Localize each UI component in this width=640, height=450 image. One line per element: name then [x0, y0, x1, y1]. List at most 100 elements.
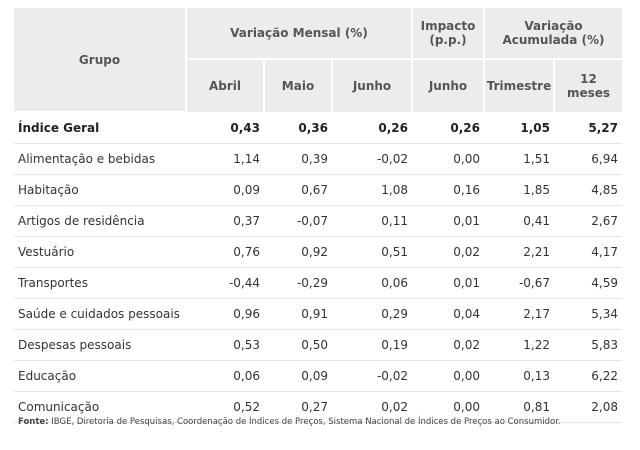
- row-value: -0,02: [332, 143, 412, 175]
- row-value: -0,44: [186, 267, 264, 299]
- row-value: 0,37: [186, 205, 264, 237]
- row-value: 0,02: [412, 329, 484, 361]
- subheader-junho: Junho: [332, 59, 413, 112]
- row-value: -0,02: [332, 360, 412, 392]
- header-variacao-acumulada-text: Variação Acumulada (%): [502, 19, 605, 47]
- row-value: 0,36: [264, 112, 332, 144]
- row-value: 5,83: [554, 329, 622, 361]
- row-value: 0,53: [186, 329, 264, 361]
- row-value: 4,59: [554, 267, 622, 299]
- subheader-abril: Abril: [186, 59, 265, 112]
- row-value: 0,43: [186, 112, 264, 144]
- row-value: 2,67: [554, 205, 622, 237]
- row-group-name: Transportes: [14, 267, 186, 299]
- row-value: 0,51: [332, 236, 412, 268]
- table-row: Índice Geral 0,43 0,36 0,26 0,26 1,05 5,27: [14, 112, 622, 144]
- row-value: 0,27: [264, 391, 332, 423]
- row-value: 0,04: [412, 298, 484, 330]
- table-row: Educação 0,06 0,09 -0,02 0,00 0,13 6,22: [14, 360, 622, 392]
- subheader-maio: Maio: [264, 59, 333, 112]
- row-value: 0,91: [264, 298, 332, 330]
- row-value: 0,76: [186, 236, 264, 268]
- table-header: Grupo Variação Mensal (%) Impacto (p.p.) …: [14, 8, 622, 113]
- source-note: Fonte: IBGE, Diretoria de Pesquisas, Coo…: [18, 417, 561, 427]
- row-value: 0,11: [332, 205, 412, 237]
- row-group-name: Educação: [14, 360, 186, 392]
- subheader-impacto-junho: Junho: [412, 59, 485, 112]
- table-row: Artigos de residência 0,37 -0,07 0,11 0,01 0,…: [14, 205, 622, 237]
- row-value: 1,14: [186, 143, 264, 175]
- row-value: 1,85: [484, 174, 554, 206]
- row-group-name: Alimentação e bebidas: [14, 143, 186, 175]
- header-variacao-mensal: Variação Mensal (%): [186, 8, 413, 60]
- subheader-trimestre: Trimestre: [484, 59, 555, 112]
- row-value: 0,09: [186, 174, 264, 206]
- row-value: 1,08: [332, 174, 412, 206]
- subheader-12-meses: 12 meses: [554, 59, 622, 112]
- row-group-name: Comunicação: [14, 391, 186, 423]
- row-value: -0,29: [264, 267, 332, 299]
- row-group-name: Saúde e cuidados pessoais: [14, 298, 186, 330]
- table-body: Índice Geral 0,43 0,36 0,26 0,26 1,05 5,27 Alim…: [14, 112, 622, 423]
- row-value: 2,17: [484, 298, 554, 330]
- table-row: Vestuário 0,76 0,92 0,51 0,02 2,21 4,17: [14, 236, 622, 268]
- row-value: 0,41: [484, 205, 554, 237]
- row-value: 4,85: [554, 174, 622, 206]
- row-value: 5,27: [554, 112, 622, 144]
- row-value: 1,22: [484, 329, 554, 361]
- row-value: 0,01: [412, 205, 484, 237]
- subheader-row: Abril Maio Junho Junho Trimestre 12 meses: [14, 59, 622, 112]
- row-group-name: Despesas pessoais: [14, 329, 186, 361]
- header-grupo: Grupo: [14, 8, 187, 113]
- header-variacao-acumulada: Variação Acumulada (%): [484, 8, 622, 60]
- source-text: IBGE, Diretoria de Pesquisas, Coordenaçã…: [48, 417, 561, 427]
- row-value: 0,26: [412, 112, 484, 144]
- table-row: Comunicação 0,52 0,27 0,02 0,00 0,81 2,08: [14, 391, 622, 423]
- row-value: 0,01: [412, 267, 484, 299]
- table-row: Alimentação e bebidas 1,14 0,39 -0,02 0,00 1,…: [14, 143, 622, 175]
- table-row: Transportes -0,44 -0,29 0,06 0,01 -0,67 4,59: [14, 267, 622, 299]
- row-value: 0,00: [412, 360, 484, 392]
- source-label: Fonte:: [18, 417, 49, 427]
- row-value: 0,29: [332, 298, 412, 330]
- header-impacto: Impacto (p.p.): [412, 8, 485, 60]
- row-value: -0,07: [264, 205, 332, 237]
- row-value: 0,81: [484, 391, 554, 423]
- row-value: 6,22: [554, 360, 622, 392]
- table-row: Habitação 0,09 0,67 1,08 0,16 1,85 4,85: [14, 174, 622, 206]
- row-value: 0,06: [332, 267, 412, 299]
- row-value: 0,96: [186, 298, 264, 330]
- row-value: 2,08: [554, 391, 622, 423]
- row-value: 0,50: [264, 329, 332, 361]
- row-value: 0,00: [412, 143, 484, 175]
- row-group-name: Habitação: [14, 174, 186, 206]
- row-value: -0,67: [484, 267, 554, 299]
- row-value: 0,09: [264, 360, 332, 392]
- row-value: 0,67: [264, 174, 332, 206]
- row-value: 1,05: [484, 112, 554, 144]
- table-row: Despesas pessoais 0,53 0,50 0,19 0,02 1,22 5,8…: [14, 329, 622, 361]
- row-value: 0,02: [412, 236, 484, 268]
- row-value: 2,21: [484, 236, 554, 268]
- row-value: 1,51: [484, 143, 554, 175]
- row-value: 0,06: [186, 360, 264, 392]
- row-value: 0,16: [412, 174, 484, 206]
- row-value: 0,13: [484, 360, 554, 392]
- row-value: 0,92: [264, 236, 332, 268]
- row-value: 0,00: [412, 391, 484, 423]
- row-group-name: Vestuário: [14, 236, 186, 268]
- row-value: 4,17: [554, 236, 622, 268]
- row-value: 0,02: [332, 391, 412, 423]
- table-row: Saúde e cuidados pessoais 0,96 0,91 0,29 0,0…: [14, 298, 622, 330]
- ipca-table: Grupo Variação Mensal (%) Impacto (p.p.) …: [14, 8, 622, 423]
- row-group-name: Artigos de residência: [14, 205, 186, 237]
- row-value: 5,34: [554, 298, 622, 330]
- row-value: 0,52: [186, 391, 264, 423]
- row-value: 0,39: [264, 143, 332, 175]
- row-value: 6,94: [554, 143, 622, 175]
- header-impacto-text: Impacto (p.p.): [420, 19, 476, 47]
- row-value: 0,19: [332, 329, 412, 361]
- row-value: 0,26: [332, 112, 412, 144]
- row-group-name: Índice Geral: [14, 112, 186, 144]
